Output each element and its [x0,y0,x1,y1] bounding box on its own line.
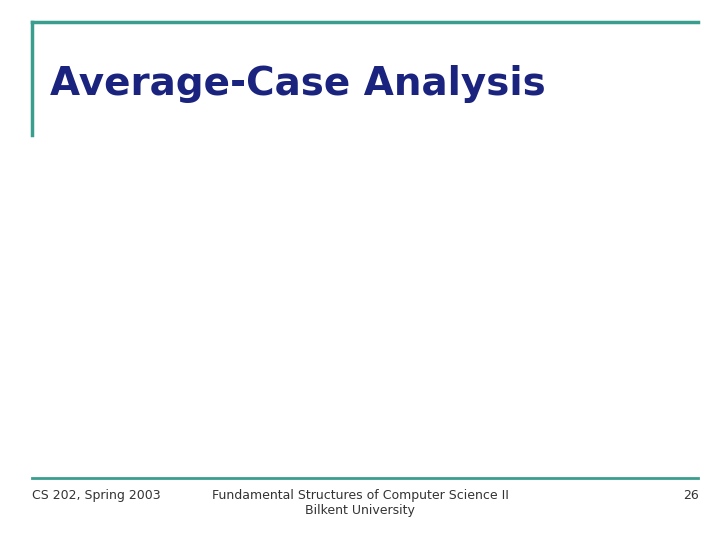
Text: 26: 26 [683,489,698,502]
Text: Fundamental Structures of Computer Science II
Bilkent University: Fundamental Structures of Computer Scien… [212,489,508,517]
Text: CS 202, Spring 2003: CS 202, Spring 2003 [32,489,161,502]
Text: Average-Case Analysis: Average-Case Analysis [50,65,546,103]
